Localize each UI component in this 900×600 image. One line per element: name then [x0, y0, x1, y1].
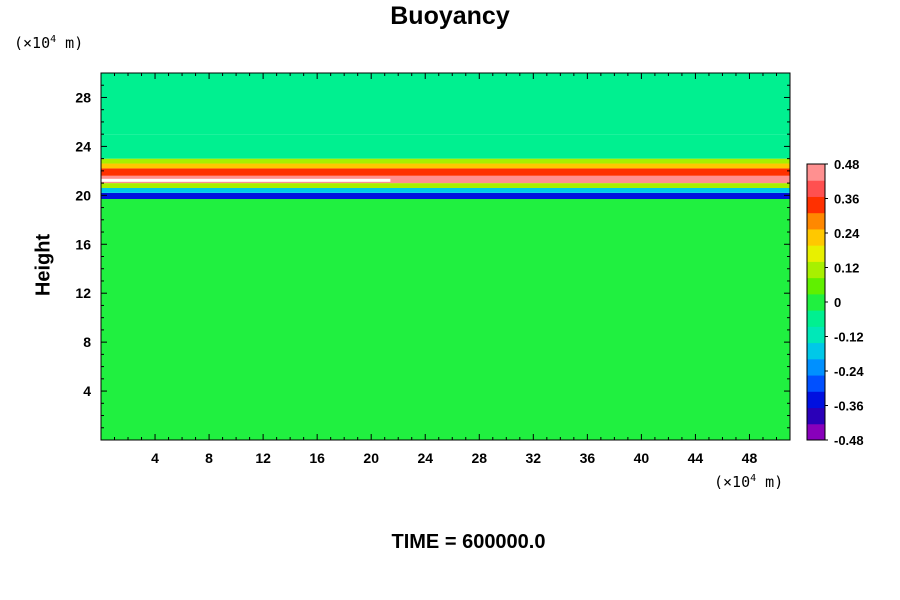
x-tick-label: 20 — [363, 450, 379, 466]
colorbar-label: -0.12 — [834, 330, 864, 345]
heatmap-band — [101, 178, 391, 182]
colorbar-label: 0 — [834, 295, 841, 310]
colorbar-swatch — [807, 277, 825, 295]
colorbar-label: -0.48 — [834, 433, 864, 448]
x-tick-label: 48 — [742, 450, 758, 466]
colorbar-swatch — [807, 310, 825, 327]
colorbar-label: -0.36 — [834, 399, 864, 414]
x-tick-label: 4 — [151, 450, 159, 466]
colorbar-swatch — [807, 407, 825, 425]
y-unit-prefix: (×10 — [14, 34, 51, 52]
y-unit-exponent: 4 — [50, 34, 57, 45]
heatmap-band — [101, 134, 790, 159]
colorbar-swatch — [807, 164, 825, 181]
y-axis-unit: (×104 m) — [14, 34, 83, 52]
colorbar-swatch — [807, 245, 825, 262]
x-unit-suffix: m) — [756, 473, 784, 491]
heatmap-band — [101, 73, 790, 135]
heatmap-band — [101, 163, 790, 169]
y-tick-label: 24 — [75, 138, 91, 154]
x-tick-label: 16 — [309, 450, 325, 466]
y-tick-label: 20 — [75, 187, 91, 203]
y-tick-label: 12 — [75, 285, 91, 301]
colorbar-label: 0.24 — [834, 226, 860, 241]
x-tick-label: 28 — [471, 450, 487, 466]
colorbar-swatch — [807, 261, 825, 279]
x-tick-label: 44 — [688, 450, 704, 466]
colorbar-swatch — [807, 293, 825, 311]
heatmap-band — [101, 192, 790, 200]
x-tick-label: 32 — [526, 450, 542, 466]
heatmap-band — [101, 168, 790, 176]
x-tick-label: 36 — [580, 450, 596, 466]
heatmap-band — [101, 199, 790, 440]
colorbar-swatch — [807, 423, 825, 441]
colorbar-swatch — [807, 196, 825, 214]
y-tick-label: 28 — [75, 89, 91, 105]
x-tick-label: 8 — [205, 450, 213, 466]
x-tick-label: 40 — [634, 450, 650, 466]
y-tick-label: 16 — [75, 236, 91, 252]
time-label: TIME = 600000.0 — [391, 531, 546, 553]
colorbar-swatch — [807, 342, 825, 360]
colorbar-label: 0.36 — [834, 192, 859, 207]
colorbar-swatch — [807, 358, 825, 376]
x-tick-label: 24 — [417, 450, 433, 466]
colorbar-swatch — [807, 391, 825, 409]
heatmap-band — [101, 183, 790, 188]
colorbar-swatch — [807, 326, 825, 344]
colorbar-label: 0.12 — [834, 261, 859, 276]
colorbar: -0.48 -0.36 -0.24 -0.12 0 0.12 0.24 0.36 0.48 — [806, 157, 864, 448]
x-tick-label: 12 — [255, 450, 271, 466]
heatmap-field — [101, 73, 790, 440]
x-unit-prefix: (×10 — [714, 473, 751, 491]
colorbar-swatch — [807, 180, 825, 197]
colorbar-label: -0.24 — [834, 364, 864, 379]
colorbar-swatch — [807, 375, 825, 392]
heatmap-band — [101, 158, 790, 164]
colorbar-label: 0.48 — [834, 157, 859, 172]
chart-title: Buoyancy — [390, 2, 510, 30]
heatmap-band — [101, 187, 790, 193]
heatmap-band — [101, 175, 790, 184]
y-tick-label: 8 — [83, 334, 91, 350]
x-axis-unit: (×104 m) — [714, 473, 783, 491]
y-unit-suffix: m) — [56, 34, 84, 52]
colorbar-swatch — [807, 212, 825, 230]
x-unit-exponent: 4 — [750, 473, 757, 484]
colorbar-swatch — [807, 228, 825, 246]
y-tick-label: 4 — [83, 383, 91, 399]
